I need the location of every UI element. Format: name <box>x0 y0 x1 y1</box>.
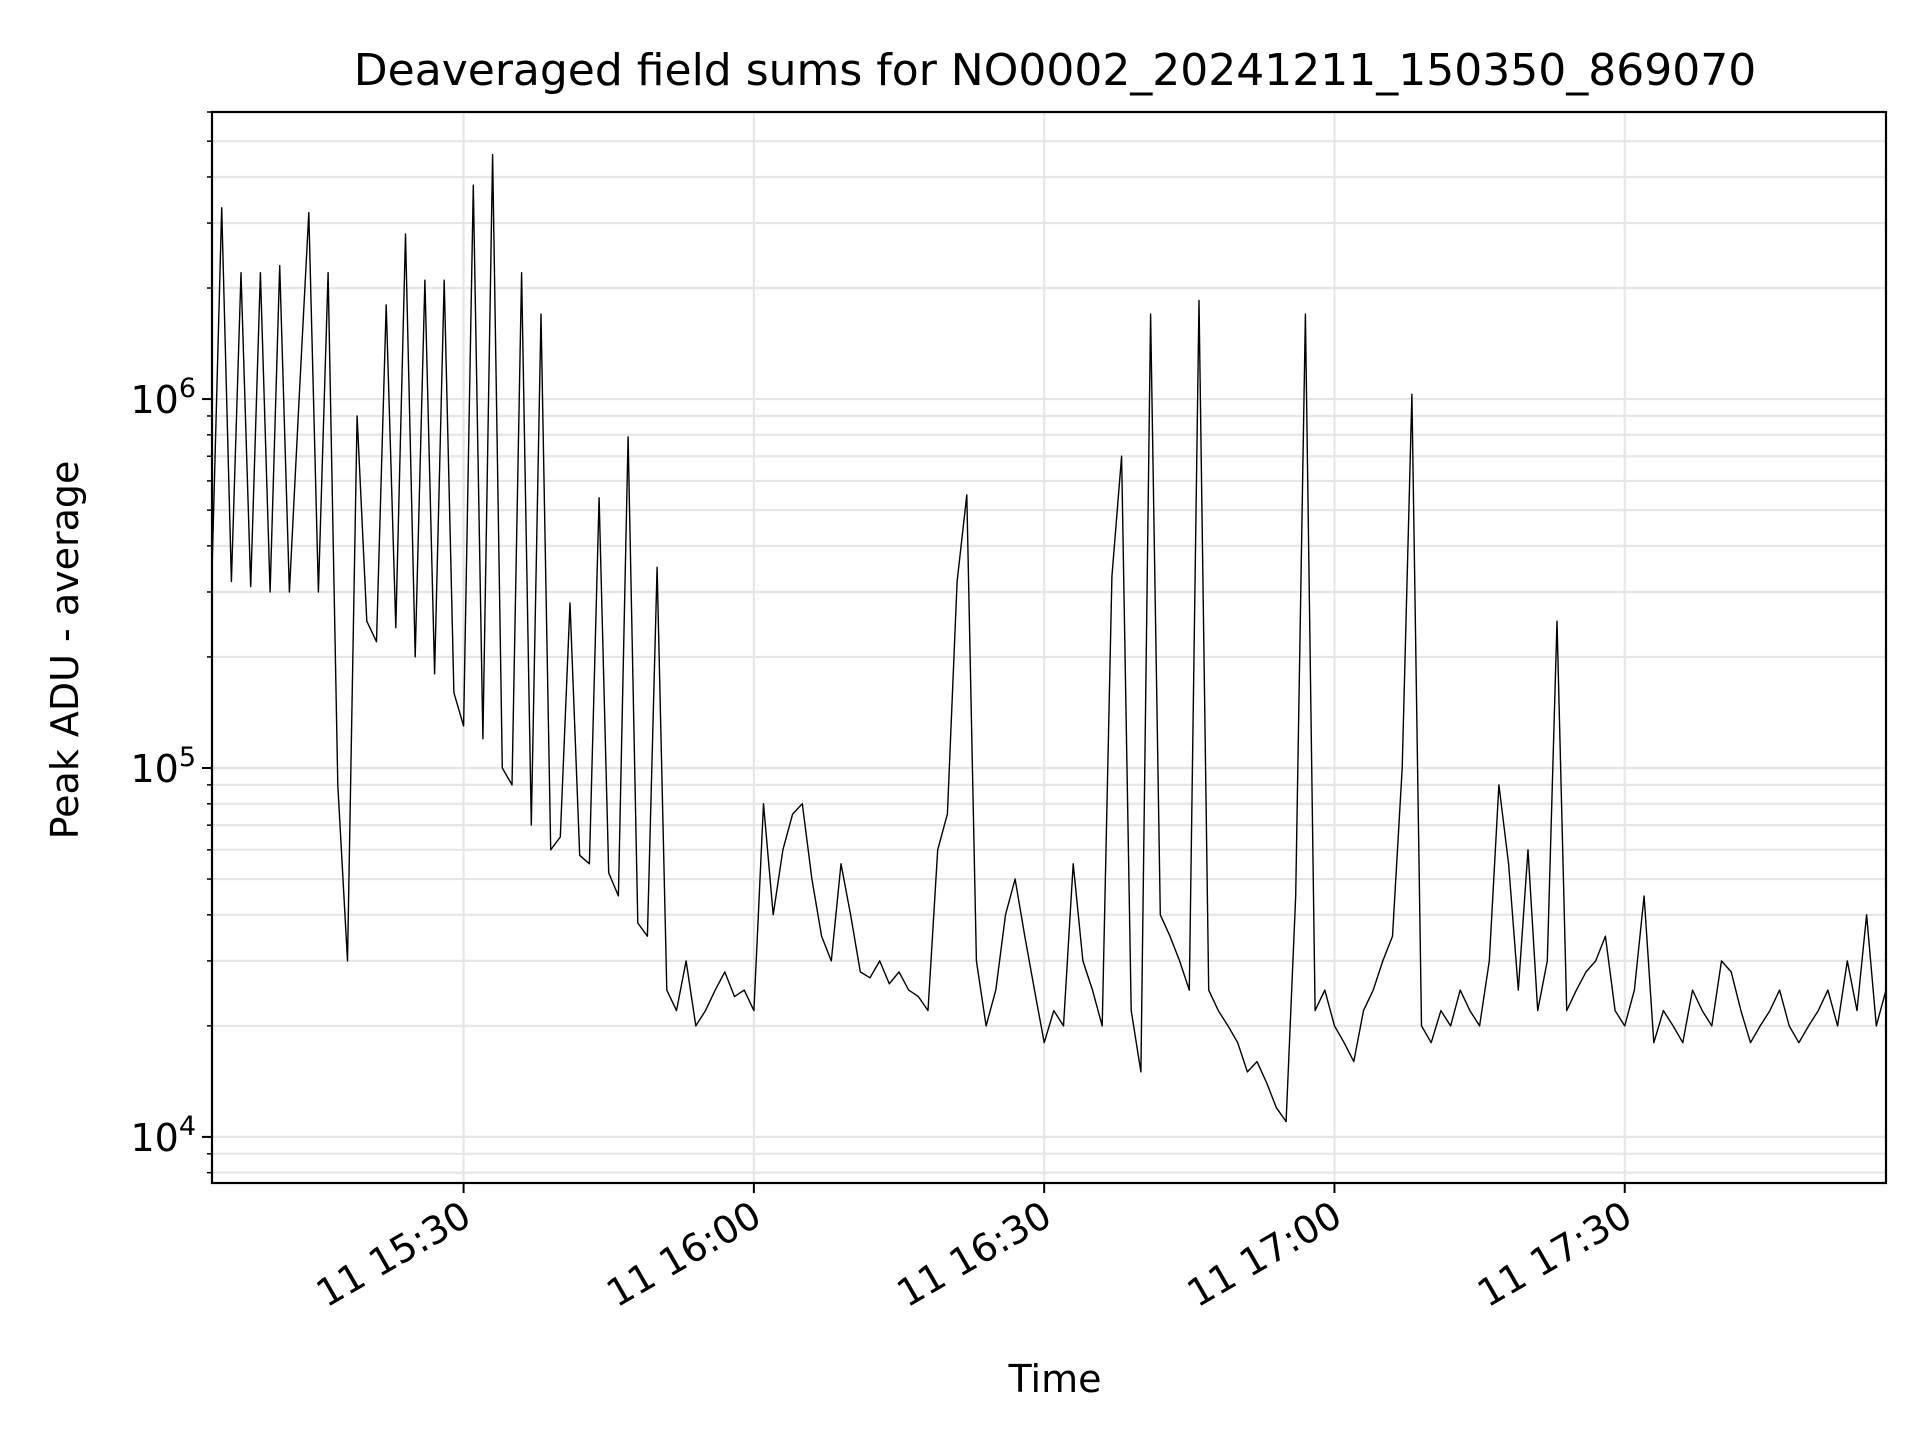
y-tick-label: 104 <box>130 1111 196 1160</box>
plot-frame <box>210 110 1888 1185</box>
chart-title: Deaveraged field sums for NO0002_2024121… <box>354 45 1756 96</box>
y-axis-label: Peak ADU - average <box>43 461 87 840</box>
y-tick-label: 105 <box>130 742 196 791</box>
y-tick-label: 106 <box>130 373 196 422</box>
series-line-0 <box>211 153 1887 1123</box>
y-axis: 104 105 106 <box>130 111 212 1174</box>
x-axis-label: Time <box>1008 1357 1102 1401</box>
series-line-group <box>211 153 1887 1123</box>
